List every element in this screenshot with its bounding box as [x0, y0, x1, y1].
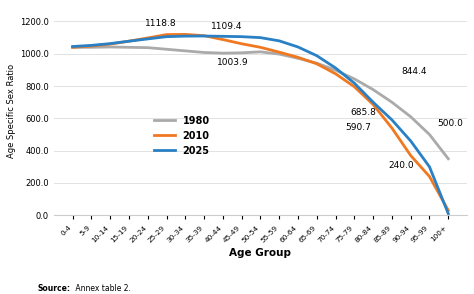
Text: Annex table 2.: Annex table 2.: [73, 283, 131, 293]
2010: [145, 36, 151, 40]
1980: [239, 51, 245, 55]
1980: [201, 51, 207, 54]
2010: [446, 209, 451, 212]
2025: [107, 42, 113, 45]
2010: [276, 50, 282, 54]
1980: [352, 77, 357, 81]
2010: [333, 72, 338, 76]
1980: [408, 115, 413, 118]
2010: [107, 42, 113, 46]
X-axis label: Age Group: Age Group: [229, 248, 292, 258]
1980: [389, 101, 395, 104]
2025: [145, 37, 151, 41]
2025: [389, 118, 395, 122]
2010: [370, 103, 376, 106]
2025: [408, 139, 413, 143]
2010: [352, 85, 357, 88]
2025: [126, 39, 132, 43]
1980: [145, 46, 151, 49]
2025: [370, 101, 376, 104]
2025: [314, 54, 319, 58]
Text: 844.4: 844.4: [402, 67, 427, 76]
1980: [220, 51, 226, 55]
1980: [370, 88, 376, 91]
2010: [89, 44, 94, 48]
2010: [314, 62, 319, 66]
1980: [182, 49, 188, 53]
Text: 685.8: 685.8: [351, 108, 377, 117]
Text: 500.0: 500.0: [437, 119, 463, 128]
2010: [182, 33, 188, 36]
2025: [446, 212, 451, 216]
Y-axis label: Age Specific Sex Ratio: Age Specific Sex Ratio: [7, 64, 16, 158]
Text: 1109.4: 1109.4: [211, 22, 242, 31]
2010: [257, 46, 263, 49]
1980: [107, 45, 113, 49]
Text: 1003.9: 1003.9: [217, 58, 248, 67]
1980: [126, 46, 132, 49]
2025: [333, 66, 338, 70]
2010: [408, 154, 413, 157]
2025: [295, 45, 301, 49]
2025: [257, 36, 263, 39]
Text: 1118.8: 1118.8: [145, 19, 177, 28]
Text: 240.0: 240.0: [389, 161, 414, 170]
2010: [389, 126, 395, 130]
1980: [276, 52, 282, 56]
1980: [314, 61, 319, 65]
1980: [427, 133, 432, 136]
2010: [295, 56, 301, 59]
Line: 2025: 2025: [73, 36, 448, 214]
2010: [220, 38, 226, 41]
1980: [89, 46, 94, 49]
Text: 590.7: 590.7: [345, 123, 371, 132]
Text: Source:: Source:: [38, 283, 71, 293]
2025: [239, 35, 245, 39]
2010: [126, 39, 132, 43]
2025: [352, 81, 357, 85]
2010: [201, 34, 207, 37]
1980: [295, 56, 301, 60]
2025: [164, 35, 169, 39]
1980: [257, 50, 263, 54]
2025: [89, 44, 94, 47]
2025: [201, 34, 207, 38]
2010: [70, 46, 75, 49]
2010: [239, 42, 245, 46]
1980: [333, 69, 338, 72]
2010: [427, 175, 432, 178]
1980: [164, 48, 169, 51]
2025: [70, 45, 75, 48]
1980: [70, 46, 75, 49]
2025: [276, 39, 282, 43]
Legend: 1980, 2010, 2025: 1980, 2010, 2025: [150, 112, 214, 160]
2010: [164, 33, 169, 36]
2025: [220, 35, 226, 38]
2025: [182, 34, 188, 38]
Line: 1980: 1980: [73, 47, 448, 159]
2025: [427, 165, 432, 168]
Line: 2010: 2010: [73, 34, 448, 211]
1980: [446, 157, 451, 161]
